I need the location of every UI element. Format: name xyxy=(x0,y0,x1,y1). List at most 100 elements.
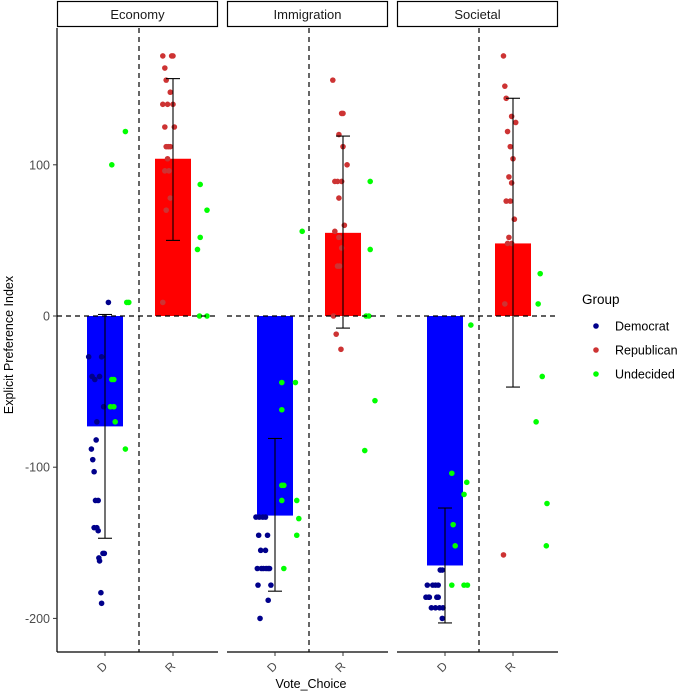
x-axis-label: Vote_Choice xyxy=(276,677,347,691)
point-democrat xyxy=(89,456,96,463)
point-undecided xyxy=(539,373,546,380)
point-republican xyxy=(506,174,512,180)
x-tick-label-R: R xyxy=(332,659,348,675)
point-republican xyxy=(511,216,518,223)
point-republican xyxy=(508,240,515,247)
point-democrat xyxy=(101,550,108,557)
point-republican xyxy=(160,53,166,59)
point-democrat xyxy=(254,565,261,572)
point-democrat xyxy=(264,532,271,539)
point-undecided xyxy=(537,270,543,277)
point-republican xyxy=(502,301,508,307)
point-undecided xyxy=(449,582,455,588)
y-tick-label: 100 xyxy=(29,158,50,172)
point-democrat xyxy=(439,567,446,573)
point-republican xyxy=(170,53,176,59)
point-undecided xyxy=(299,228,306,235)
point-democrat xyxy=(425,594,432,601)
point-undecided xyxy=(543,543,550,549)
point-undecided xyxy=(281,565,287,572)
panel-economy: Economy D R xyxy=(56,0,219,675)
point-democrat xyxy=(88,446,95,452)
point-undecided xyxy=(197,234,203,241)
x-tick-label-R: R xyxy=(502,659,518,675)
point-republican xyxy=(332,228,338,235)
point-democrat xyxy=(265,597,272,604)
point-democrat xyxy=(428,605,435,611)
legend-title: Group xyxy=(582,292,620,307)
facet-label-economy: Economy xyxy=(110,7,165,22)
point-republican xyxy=(338,346,344,353)
facet-strip xyxy=(396,0,559,28)
point-undecided xyxy=(197,181,203,188)
point-democrat xyxy=(98,589,104,596)
point-republican xyxy=(502,83,508,89)
x-tick-label-D: D xyxy=(94,659,110,675)
point-republican xyxy=(507,143,514,150)
legend-label-democrat: Democrat xyxy=(615,320,670,334)
point-republican xyxy=(344,162,350,168)
facet-label-immigration: Immigration xyxy=(274,7,342,22)
panel-societal: Societal D R xyxy=(396,0,559,675)
point-undecided xyxy=(279,379,285,386)
x-tick-label-D: D xyxy=(434,659,450,675)
point-undecided xyxy=(204,313,210,319)
point-undecided xyxy=(361,447,368,454)
point-democrat xyxy=(96,373,103,380)
point-republican xyxy=(163,207,169,213)
point-undecided xyxy=(111,403,117,410)
point-republican xyxy=(334,178,341,185)
point-undecided xyxy=(461,491,467,498)
point-republican xyxy=(336,234,342,241)
point-democrat xyxy=(92,376,98,383)
point-democrat xyxy=(96,555,102,561)
point-republican xyxy=(338,245,345,251)
point-republican xyxy=(341,222,348,229)
point-republican xyxy=(336,195,342,201)
point-democrat xyxy=(257,547,264,554)
point-undecided xyxy=(533,419,539,425)
point-republican xyxy=(340,110,346,117)
point-republican xyxy=(171,124,178,130)
point-democrat xyxy=(268,582,274,588)
point-republican xyxy=(508,113,515,120)
point-undecided xyxy=(366,313,372,319)
point-democrat xyxy=(432,605,439,611)
point-republican xyxy=(162,168,168,174)
point-undecided xyxy=(544,500,550,507)
facet-strip xyxy=(56,0,219,28)
point-undecided xyxy=(279,497,285,504)
point-democrat xyxy=(434,594,440,601)
point-democrat xyxy=(255,532,262,539)
panels-layer: Economy D R Immigration D R Societal D R xyxy=(56,0,559,675)
point-undecided xyxy=(293,497,300,504)
point-democrat xyxy=(435,582,442,588)
point-republican xyxy=(160,101,166,108)
point-democrat xyxy=(105,299,112,306)
point-undecided xyxy=(111,376,117,383)
point-democrat xyxy=(262,547,269,554)
point-democrat xyxy=(91,468,97,475)
point-republican xyxy=(330,313,337,319)
point-republican xyxy=(160,299,166,306)
point-republican xyxy=(507,198,514,204)
point-undecided xyxy=(122,128,129,135)
legend-key-democrat xyxy=(593,323,599,329)
point-democrat xyxy=(100,403,107,410)
point-democrat xyxy=(255,582,261,588)
legend: Group Democrat Republican Undecided xyxy=(582,292,678,382)
point-democrat xyxy=(94,419,100,425)
point-republican xyxy=(333,331,340,337)
legend-label-republican: Republican xyxy=(615,344,678,358)
point-undecided xyxy=(279,406,285,413)
point-undecided xyxy=(112,419,118,425)
point-undecided xyxy=(372,397,378,404)
point-republican xyxy=(162,124,168,130)
point-democrat xyxy=(266,565,273,572)
point-republican xyxy=(165,143,172,150)
x-tick-label-R: R xyxy=(162,659,178,675)
point-republican xyxy=(164,101,171,108)
legend-key-republican xyxy=(593,347,599,353)
point-democrat xyxy=(93,437,99,443)
